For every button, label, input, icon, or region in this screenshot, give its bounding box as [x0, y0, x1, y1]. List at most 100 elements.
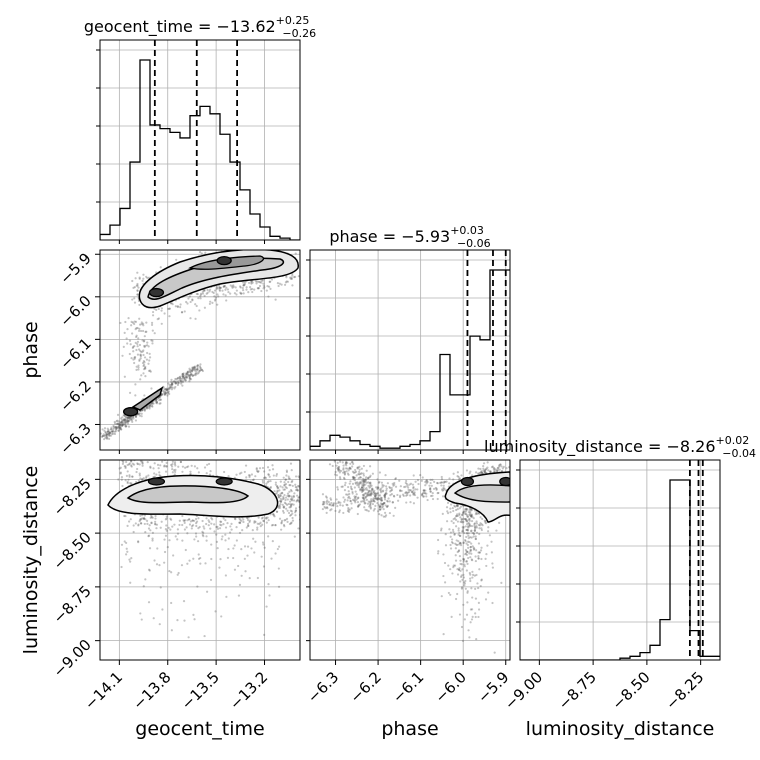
sample-point	[288, 490, 291, 493]
sample-point	[458, 613, 462, 616]
sample-point	[469, 549, 473, 552]
sample-point	[134, 383, 137, 386]
sample-point	[466, 515, 470, 518]
sample-point	[164, 518, 167, 521]
sample-point	[252, 478, 255, 481]
sample-point	[338, 509, 341, 512]
sample-point	[467, 518, 470, 521]
sample-point	[326, 507, 329, 510]
sample-point	[274, 552, 277, 555]
sample-point	[194, 532, 198, 535]
sample-point	[150, 387, 153, 390]
sample-point	[158, 402, 161, 405]
sample-point	[290, 276, 293, 279]
sample-point	[197, 471, 200, 474]
sample-point	[289, 484, 292, 487]
sample-point	[421, 476, 424, 479]
sample-point	[124, 466, 127, 470]
sample-point	[346, 503, 349, 507]
sample-point	[132, 358, 135, 361]
sample-point	[354, 490, 357, 493]
sample-point	[205, 472, 208, 475]
sample-point	[346, 472, 350, 475]
sample-point	[124, 415, 127, 418]
sample-point	[143, 409, 146, 412]
sample-point	[126, 550, 129, 553]
sample-point	[147, 369, 151, 372]
sample-point	[284, 496, 288, 499]
sample-point	[247, 474, 251, 477]
histogram-bar	[240, 190, 250, 240]
sample-point	[196, 467, 199, 470]
sample-point	[337, 465, 341, 468]
sample-point	[289, 462, 293, 465]
sample-point	[102, 433, 105, 436]
sample-point	[469, 507, 472, 511]
sample-point	[289, 503, 292, 506]
sample-point	[151, 405, 154, 408]
sample-point	[182, 375, 185, 378]
sample-point	[242, 518, 245, 521]
sample-point	[287, 477, 290, 480]
sample-point	[446, 510, 449, 513]
sample-point	[383, 498, 387, 501]
sample-point	[176, 528, 179, 531]
sample-point	[340, 485, 343, 488]
sample-point	[406, 493, 409, 497]
sample-point	[191, 366, 194, 369]
sample-point	[195, 520, 199, 523]
sample-point	[275, 510, 279, 513]
sample-point	[164, 391, 168, 395]
sample-point	[182, 374, 185, 377]
sample-point	[123, 423, 127, 426]
sample-point	[142, 477, 145, 480]
sample-point	[113, 430, 116, 433]
sample-point	[465, 535, 468, 539]
sample-point	[386, 505, 389, 508]
sample-point	[119, 466, 122, 469]
sample-point	[126, 416, 129, 419]
sample-point	[480, 470, 483, 473]
y-tick-label-phase: −6.2	[56, 377, 94, 415]
sample-point	[476, 512, 479, 515]
sample-point	[362, 474, 365, 477]
sample-point	[277, 496, 281, 499]
sample-point	[108, 434, 111, 437]
sample-point	[148, 547, 152, 550]
sample-point	[199, 366, 202, 369]
sample-point	[473, 529, 477, 533]
sample-point	[378, 505, 381, 508]
sample-point	[180, 311, 184, 314]
sample-point	[125, 553, 128, 556]
sample-point	[165, 524, 168, 527]
sample-point	[374, 494, 378, 497]
sample-point	[119, 423, 122, 427]
sample-point	[235, 526, 238, 529]
sample-point	[275, 474, 278, 477]
sample-point	[422, 489, 425, 492]
contour-mid	[453, 484, 510, 503]
sample-point	[470, 558, 473, 561]
histogram-bar	[460, 395, 470, 450]
sample-point	[170, 382, 174, 385]
sample-point	[154, 517, 157, 520]
sample-point	[466, 515, 469, 518]
sample-point	[424, 489, 427, 492]
sample-point	[181, 470, 184, 473]
sample-point	[455, 543, 458, 546]
sample-point	[213, 530, 216, 533]
sample-point	[362, 488, 365, 492]
sample-point	[185, 300, 188, 304]
sample-point	[123, 331, 126, 334]
sample-point	[163, 550, 167, 554]
sample-point	[155, 527, 158, 530]
sample-point	[205, 535, 208, 538]
sample-point	[332, 454, 334, 456]
sample-point	[424, 480, 427, 484]
sample-point	[282, 495, 285, 499]
sample-point	[259, 525, 262, 528]
sample-point	[374, 492, 377, 495]
sample-point	[296, 494, 299, 497]
sample-point	[346, 453, 348, 455]
sample-point	[112, 432, 115, 435]
